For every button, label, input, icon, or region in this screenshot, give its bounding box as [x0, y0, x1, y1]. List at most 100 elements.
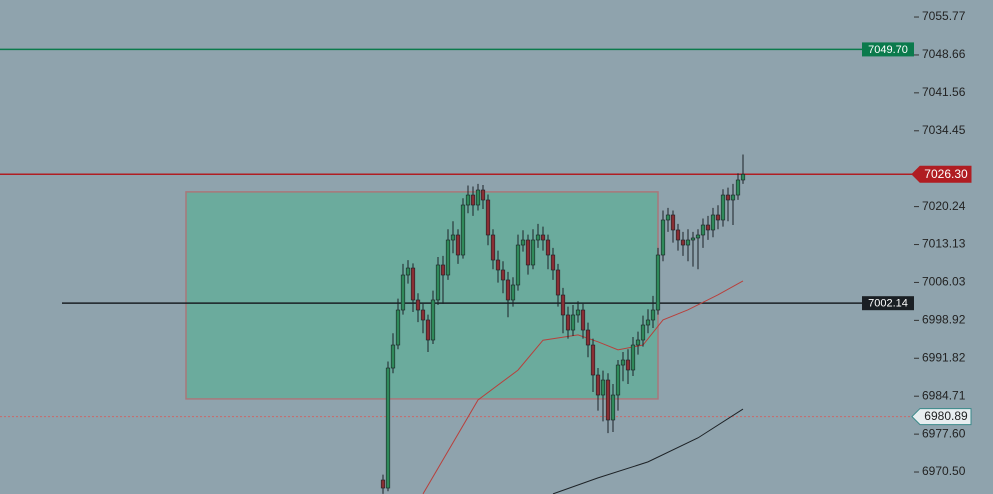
candle-body: [445, 239, 451, 276]
candle: [710, 207, 716, 238]
candle-body: [440, 264, 446, 276]
candle: [520, 230, 526, 252]
candle: [670, 210, 676, 243]
candle: [385, 361, 391, 492]
candle-body: [655, 254, 661, 311]
candle: [395, 298, 401, 350]
candle: [505, 271, 511, 318]
level-label-box: [911, 165, 972, 183]
candle: [675, 223, 681, 251]
candle-body: [660, 219, 666, 256]
candle: [740, 154, 746, 184]
candle: [615, 359, 621, 411]
candle: [420, 303, 426, 334]
candle: [430, 290, 436, 344]
candle: [475, 183, 481, 211]
candle: [535, 223, 541, 248]
candle-body: [685, 239, 691, 246]
candle: [730, 183, 736, 225]
candle: [690, 231, 696, 267]
candle-body: [480, 189, 486, 201]
candle-body: [500, 269, 506, 281]
candle-body: [620, 359, 626, 366]
candle: [460, 198, 466, 259]
level-label-box: [911, 408, 972, 426]
candle-body: [415, 299, 421, 311]
candle: [425, 314, 431, 352]
y-tick-label: 6977.60: [922, 426, 966, 440]
candle: [660, 210, 666, 262]
y-tick-label: 7041.56: [922, 85, 966, 99]
candle: [540, 226, 546, 251]
candle: [400, 263, 406, 315]
candle-body: [610, 394, 616, 421]
candle-body: [525, 239, 531, 266]
candle: [635, 331, 641, 355]
candle: [585, 322, 591, 358]
y-tick-label: 6998.92: [922, 313, 966, 327]
candle-body: [670, 214, 676, 231]
candle-body: [680, 239, 686, 246]
candle-body: [410, 267, 416, 301]
candle: [495, 250, 501, 283]
candle-body: [730, 194, 736, 201]
candle-body: [385, 367, 391, 489]
candle-body: [630, 344, 636, 371]
candle-body: [590, 344, 596, 376]
candle-body: [635, 339, 641, 346]
candle: [510, 277, 516, 307]
candle-body: [615, 364, 621, 396]
candle-body: [535, 234, 541, 241]
candle-body: [700, 224, 706, 236]
candle: [605, 373, 611, 434]
candle-body: [505, 279, 511, 301]
level-label: 7002.14: [868, 298, 908, 310]
candle: [490, 229, 496, 270]
candle: [735, 173, 741, 200]
candle-body: [520, 239, 526, 246]
candle-body: [690, 237, 696, 241]
candle: [380, 474, 386, 494]
candle: [440, 255, 446, 304]
y-tick-label: 7013.13: [922, 237, 966, 251]
candle-body: [555, 269, 561, 296]
y-tick-label: 7034.45: [922, 123, 966, 137]
candle: [445, 229, 451, 280]
candle-body: [560, 294, 566, 316]
candle: [390, 333, 396, 374]
candle: [580, 303, 586, 339]
candle: [410, 263, 416, 312]
candle-body: [435, 264, 441, 301]
y-tick-label: 7020.24: [922, 199, 966, 213]
candle: [680, 231, 686, 256]
candle-body: [390, 344, 396, 369]
level-label: 7026.30: [924, 167, 968, 181]
candle-body: [540, 234, 546, 241]
candle: [650, 295, 656, 328]
y-tick-label: 7006.03: [922, 275, 966, 289]
zone: [185, 191, 659, 400]
candle: [575, 301, 581, 323]
candle: [705, 215, 711, 240]
candle-body: [710, 214, 716, 231]
candle: [715, 205, 721, 230]
candle-body: [705, 224, 711, 231]
candle-body: [470, 194, 476, 206]
candle-body: [430, 299, 436, 341]
candle-body: [380, 479, 386, 489]
candle-body: [515, 244, 521, 286]
level-label-box: [862, 296, 914, 311]
candle: [570, 305, 576, 336]
candle-body: [475, 189, 481, 206]
candle: [560, 287, 566, 334]
candle-body: [645, 319, 651, 326]
y-tick-label: 6984.71: [922, 388, 966, 402]
candle: [435, 256, 441, 306]
candle-body: [665, 214, 671, 221]
candle-body: [715, 214, 721, 221]
candle: [610, 383, 616, 432]
candle: [525, 234, 531, 275]
candle-body: [725, 194, 731, 201]
candle: [500, 261, 506, 294]
candle-body: [395, 309, 401, 346]
